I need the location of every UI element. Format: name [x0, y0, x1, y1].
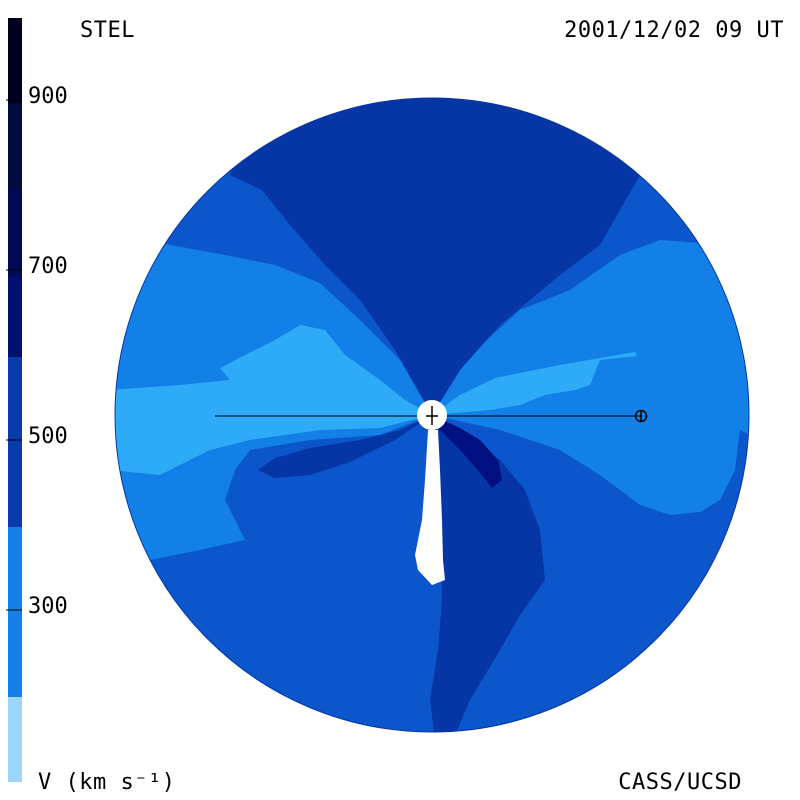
colorbar-band-5 — [8, 357, 22, 527]
credit-label: CASS/UCSD — [618, 770, 742, 795]
colorbar-band-7 — [8, 697, 22, 782]
sun-icon — [417, 400, 447, 430]
colorbar-band-4 — [8, 277, 22, 357]
region-left-wedge-300 — [115, 325, 432, 475]
colorbar-band-6 — [8, 527, 22, 697]
colorbar-band-3 — [8, 190, 22, 277]
region-data-gap — [415, 430, 445, 585]
region-right-band-400 — [432, 240, 749, 515]
source-label: STEL — [80, 18, 135, 43]
colorbar: 900 700 500 300 — [6, 18, 68, 782]
region-north-fast-wind-600 — [230, 98, 640, 415]
region-left-lobe-600 — [258, 415, 432, 478]
timestamp-label: 2001/12/02 09 UT — [564, 18, 784, 43]
region-south-stream-600 — [430, 415, 545, 732]
region-right-lobe-700 — [432, 415, 502, 488]
colorbar-tick-label: 300 — [28, 594, 68, 619]
velocity-units-label: V (km s⁻¹) — [38, 770, 176, 795]
colorbar-tick-label: 700 — [28, 254, 68, 279]
colorbar-band-1 — [8, 18, 22, 103]
colorbar-tick-label: 900 — [28, 84, 68, 109]
colorbar-band-2 — [8, 103, 22, 190]
region-right-wedge-300 — [432, 352, 637, 415]
disk-outline — [114, 97, 750, 733]
colorbar-tick-label: 500 — [28, 424, 68, 449]
earth-icon — [634, 409, 648, 423]
